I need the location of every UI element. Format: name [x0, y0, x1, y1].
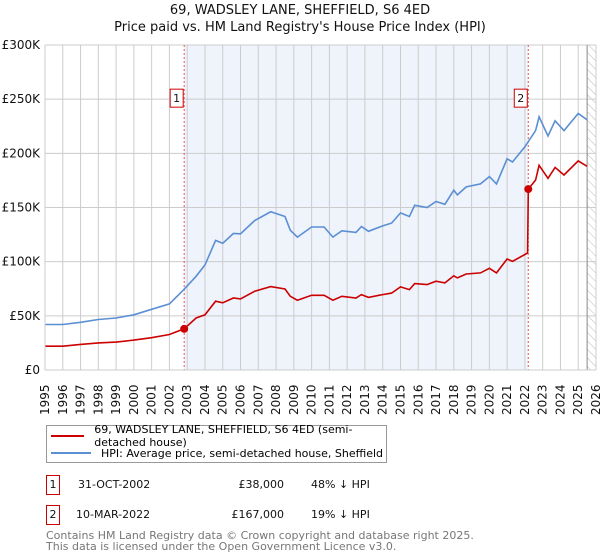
x-tick-label: 1999 [109, 384, 123, 415]
chart-title: 69, WADSLEY LANE, SHEFFIELD, S6 4ED [169, 3, 431, 18]
sale-badge [513, 88, 528, 108]
x-tick-label: 2016 [411, 384, 425, 415]
x-tick-label: 2012 [340, 384, 354, 415]
x-tick-label: 2021 [500, 384, 514, 415]
y-tick-label: £0 [25, 363, 40, 377]
x-tick-label: 2025 [571, 384, 585, 415]
x-tick-label: 2017 [429, 384, 443, 415]
x-tick-label: 2010 [305, 384, 319, 415]
transaction-date: 31-OCT-2002 [78, 478, 151, 491]
x-tick-label: 2000 [127, 384, 141, 415]
legend-swatch-hpi [51, 452, 91, 454]
x-tick-label: 1998 [91, 384, 105, 415]
transaction-badge: 1 [46, 475, 60, 495]
x-tick-label: 2007 [251, 384, 265, 415]
transaction-date: 10-MAR-2022 [76, 508, 151, 521]
x-tick-label: 2015 [393, 384, 407, 415]
transaction-hpi: 19% ↓ HPI [311, 508, 370, 521]
x-tick-label: 2026 [589, 384, 600, 415]
x-tick-label: 2024 [553, 384, 567, 415]
chart-subtitle: Price paid vs. HM Land Registry's House … [114, 20, 486, 35]
sale-badge-label: 1 [173, 92, 180, 105]
y-tick-label: £150K [2, 201, 42, 215]
legend-label-property: 69, WADSLEY LANE, SHEFFIELD, S6 4ED (sem… [94, 423, 353, 449]
x-tick-label: 2019 [465, 384, 479, 415]
legend: 69, WADSLEY LANE, SHEFFIELD, S6 4ED (sem… [46, 423, 387, 463]
legend-item-hpi: HPI: Average price, semi-detached house,… [51, 445, 383, 461]
footer-licence: This data is licensed under the Open Gov… [46, 540, 397, 553]
x-tick-label: 2014 [376, 384, 390, 415]
x-tick-label: 2004 [198, 384, 212, 415]
x-tick-label: 2003 [180, 384, 194, 415]
x-tick-label: 2022 [518, 384, 532, 415]
sale-point [524, 185, 533, 194]
legend-item-property: 69, WADSLEY LANE, SHEFFIELD, S6 4ED (sem… [51, 423, 386, 449]
price-chart: 1995 1996 1997 1998 1999 2000 2001 2002 2003 2004… [2, 38, 600, 415]
sale-badge [169, 88, 184, 108]
x-tick-label: 2006 [234, 384, 248, 415]
x-tick-label: 2023 [536, 384, 550, 415]
transaction-price: £38,000 [238, 478, 285, 491]
property-price-line [45, 159, 588, 348]
footer: Contains HM Land Registry data © Crown c… [46, 530, 474, 552]
x-tick-label: 2008 [269, 384, 283, 415]
x-tick-label: 2001 [145, 384, 159, 415]
y-tick-label: £250K [2, 92, 42, 106]
hpi-line [45, 112, 588, 326]
x-tick-label: 2018 [447, 384, 461, 415]
legend-swatch-property [51, 435, 85, 437]
x-tick-label: 2011 [322, 384, 336, 415]
legend-label-hpi: HPI: Average price, semi-detached house,… [101, 446, 384, 460]
x-tick-label: 1995 [38, 384, 52, 415]
x-tick-label: 2013 [358, 384, 372, 415]
transaction-row: 2 10-MAR-2022 £167,000 19% ↓ HPI [46, 505, 446, 525]
y-tick-label: £100K [2, 255, 42, 269]
y-tick-label: £200K [2, 146, 42, 160]
x-tick-label: 2020 [482, 384, 496, 415]
transaction-row: 1 31-OCT-2002 £38,000 48% ↓ HPI [46, 475, 446, 495]
transaction-badge: 2 [46, 505, 60, 525]
x-tick-label: 1996 [56, 384, 70, 415]
transaction-hpi: 48% ↓ HPI [311, 478, 370, 491]
footer-copyright: Contains HM Land Registry data © Crown c… [46, 529, 474, 542]
transaction-price: £167,000 [231, 508, 285, 521]
sale-point [180, 324, 189, 333]
x-tick-label: 2005 [216, 384, 230, 415]
sale-badge-label: 2 [517, 92, 524, 105]
x-tick-label: 1997 [74, 384, 88, 415]
y-tick-label: £300K [2, 38, 42, 52]
x-tick-label: 2002 [162, 384, 176, 415]
x-tick-label: 2009 [287, 384, 301, 415]
y-tick-label: £50K [9, 309, 41, 323]
